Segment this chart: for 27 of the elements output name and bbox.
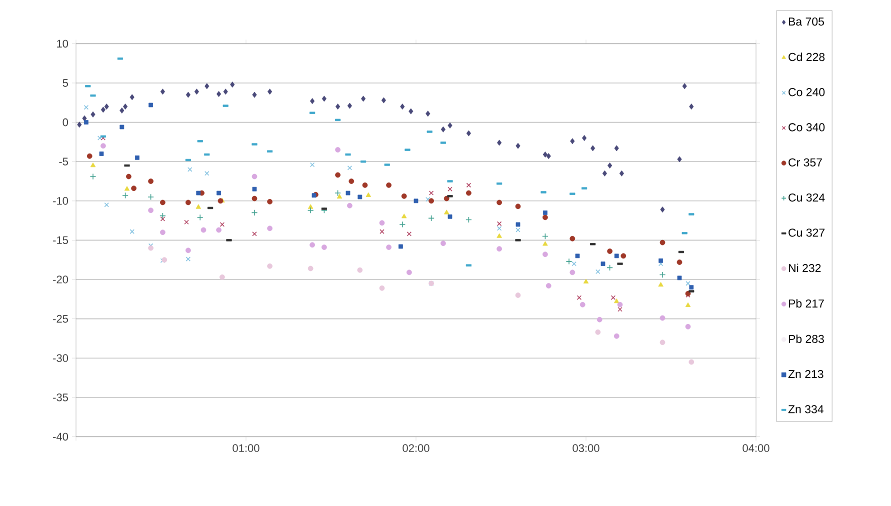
y-tick-label: -40 <box>53 432 68 441</box>
y-tick-label: -30 <box>53 354 68 362</box>
y-tick-label: -25 <box>53 314 68 323</box>
legend-label: Zn 213 <box>788 370 824 378</box>
y-tick-label: -35 <box>53 394 68 402</box>
legend-label: Pb 283 <box>788 334 824 344</box>
legend-label: Co 340 <box>788 123 825 132</box>
y-tick-label: -5 <box>59 158 68 166</box>
y-tick-label: 5 <box>62 79 68 87</box>
x-tick-label: 03:00 <box>572 444 600 452</box>
x-tick-label: 01:00 <box>232 444 260 452</box>
x-tick-label: 04:00 <box>742 444 770 452</box>
y-tick-label: 0 <box>62 118 68 126</box>
y-tick-label: -15 <box>53 236 68 244</box>
legend-label: Zn 334 <box>788 405 824 414</box>
legend-label: Cu 324 <box>788 193 825 202</box>
y-tick-label: 10 <box>57 40 68 48</box>
x-tick-label: 02:00 <box>402 444 430 452</box>
legend-label: Cd 228 <box>788 52 825 62</box>
legend-label: Ni 232 <box>788 264 821 272</box>
y-tick-label: -10 <box>53 197 68 205</box>
legend-label: Cr 357 <box>788 158 822 166</box>
legend-label: Cu 327 <box>788 228 824 237</box>
legend-label: Ba 705 <box>788 17 824 26</box>
y-tick-label: -20 <box>53 276 68 284</box>
legend-label: Pb 217 <box>788 299 824 308</box>
legend-label: Co 240 <box>788 88 825 96</box>
